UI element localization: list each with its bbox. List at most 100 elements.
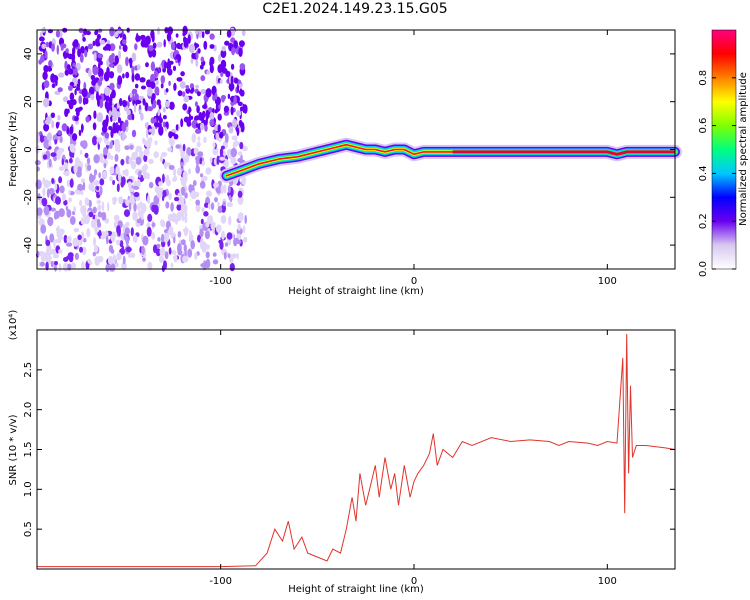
noise-speckle (118, 130, 121, 136)
noise-speckle (57, 114, 61, 121)
noise-speckle (150, 30, 155, 39)
noise-speckle (220, 71, 224, 77)
noise-speckle (141, 203, 147, 214)
noise-speckle (209, 157, 213, 164)
noise-speckle (147, 213, 153, 222)
noise-speckle (147, 106, 154, 112)
noise-speckle (183, 116, 190, 123)
noise-speckle (118, 172, 122, 182)
noise-speckle (128, 187, 135, 192)
noise-speckle (239, 141, 244, 150)
spectrogram-y-axis-label: Frequency (Hz) (8, 111, 19, 187)
noise-speckle (125, 246, 132, 253)
noise-speckle (111, 53, 115, 59)
noise-speckle (210, 221, 216, 230)
noise-speckle (226, 29, 232, 38)
noise-speckle (203, 40, 208, 50)
noise-speckle (212, 129, 217, 135)
noise-speckle (98, 172, 101, 179)
noise-speckle (49, 233, 55, 243)
noise-speckle (168, 247, 172, 255)
spectrogram-y-tick-label: 0 (23, 146, 34, 152)
noise-speckle (170, 262, 174, 268)
noise-speckle (219, 79, 223, 84)
noise-speckle (209, 33, 215, 40)
noise-speckle (186, 146, 192, 157)
noise-speckle (72, 133, 78, 142)
noise-speckle (72, 40, 79, 48)
noise-speckle (72, 237, 79, 247)
noise-speckle (195, 199, 201, 206)
noise-speckle (127, 114, 133, 121)
noise-speckle (105, 235, 109, 245)
noise-speckle (142, 257, 146, 262)
noise-speckle (142, 137, 146, 144)
noise-speckle (141, 245, 145, 255)
noise-speckle (214, 109, 218, 114)
spectrogram-y-tick-label: 20 (23, 95, 34, 108)
noise-speckle (74, 67, 78, 76)
noise-speckle (129, 59, 133, 69)
noise-speckle (53, 238, 56, 249)
noise-speckle (145, 142, 152, 148)
noise-speckle (111, 231, 116, 238)
noise-speckle (241, 29, 246, 36)
noise-speckle (146, 226, 152, 237)
noise-speckle (174, 196, 180, 202)
noise-speckle (204, 230, 210, 240)
noise-speckle (182, 91, 186, 97)
noise-speckle (200, 122, 205, 131)
noise-speckle (77, 234, 82, 241)
noise-speckle (176, 204, 182, 211)
noise-speckle (56, 44, 59, 55)
noise-speckle (55, 196, 61, 205)
noise-speckle (40, 253, 46, 262)
noise-speckle (45, 239, 51, 246)
noise-speckle (96, 218, 101, 226)
snr-y-tick-label: 2.0 (23, 402, 34, 418)
noise-speckle (52, 134, 59, 142)
noise-speckle (91, 186, 95, 193)
noise-speckle (86, 228, 91, 238)
noise-speckle (188, 43, 196, 54)
noise-speckle (58, 263, 62, 272)
noise-speckle (148, 128, 153, 133)
noise-speckle (51, 177, 55, 184)
spectrogram-signal-trace (219, 137, 682, 183)
noise-speckle (196, 141, 201, 148)
noise-speckle (239, 121, 245, 129)
noise-speckle (48, 158, 52, 168)
noise-speckle (135, 156, 142, 166)
noise-speckle (204, 124, 208, 132)
noise-speckle (203, 136, 207, 144)
chart-title: C2E1.2024.149.23.15.G05 (262, 1, 448, 17)
noise-speckle (50, 152, 57, 158)
noise-speckle (105, 140, 111, 146)
noise-speckle (34, 160, 41, 166)
noise-speckle (221, 45, 226, 52)
noise-speckle (55, 121, 60, 129)
noise-speckle (194, 252, 198, 260)
noise-speckle (122, 224, 126, 234)
noise-speckle (150, 73, 156, 84)
noise-speckle (123, 209, 131, 218)
noise-speckle (220, 94, 227, 101)
noise-speckle (180, 71, 185, 77)
noise-speckle (180, 239, 186, 246)
noise-speckle (142, 235, 149, 246)
noise-speckle (183, 95, 190, 103)
noise-speckle (45, 41, 50, 48)
noise-speckle (218, 239, 223, 244)
noise-speckle (61, 123, 68, 132)
noise-speckle (67, 252, 74, 259)
noise-speckle (195, 50, 199, 60)
noise-speckle (226, 202, 233, 208)
noise-speckle (51, 83, 56, 89)
noise-speckle (92, 206, 97, 214)
noise-speckle (109, 263, 116, 272)
noise-speckle (50, 112, 55, 119)
noise-speckle (98, 138, 101, 145)
spectrogram-x-tick-label: 0 (411, 276, 417, 287)
noise-speckle (191, 52, 195, 60)
noise-speckle (127, 252, 132, 258)
